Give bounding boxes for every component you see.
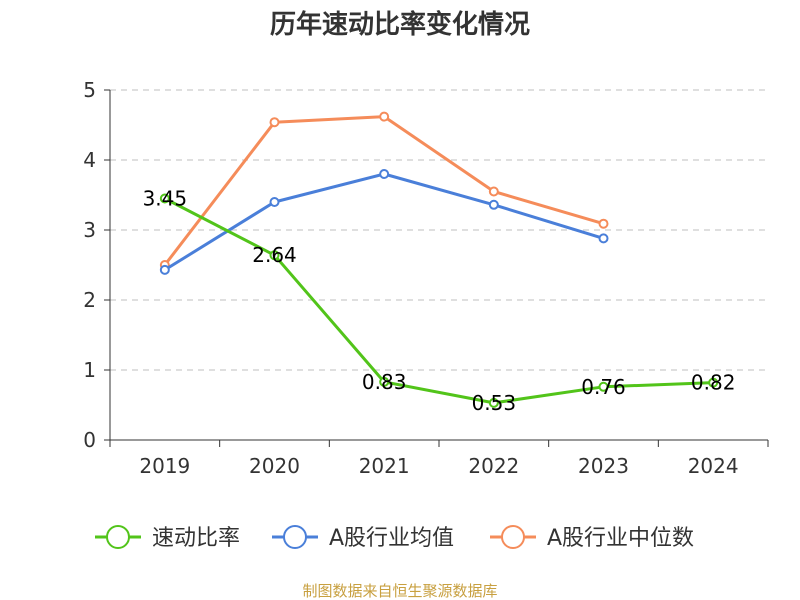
- x-tick-label: 2020: [249, 454, 300, 478]
- legend-item[interactable]: A股行业中位数: [490, 525, 694, 551]
- data-point: [159, 264, 170, 275]
- source-note: 制图数据来自恒生聚源数据库: [302, 582, 497, 600]
- y-tick-label: 3: [83, 218, 96, 242]
- data-label: 0.76: [581, 375, 626, 399]
- data-point: [708, 377, 719, 388]
- legend-item[interactable]: 速动比率: [95, 525, 240, 551]
- x-tick-label: 2022: [468, 454, 519, 478]
- data-point: [379, 111, 390, 122]
- chart-title: 历年速动比率变化情况: [270, 9, 530, 40]
- y-tick-label: 0: [83, 428, 96, 452]
- x-tick-label: 2019: [139, 454, 190, 478]
- data-label: 0.83: [362, 370, 407, 394]
- data-point: [598, 218, 609, 229]
- x-tick-label: 2024: [688, 454, 739, 478]
- data-point: [598, 233, 609, 244]
- grid-lines: [110, 89, 768, 371]
- legend-marker: [283, 525, 307, 549]
- data-point: [379, 169, 390, 179]
- legend-item[interactable]: A股行业均值: [272, 525, 454, 551]
- data-point: [598, 381, 609, 392]
- data-label: 3.45: [143, 187, 188, 211]
- y-tick-label: 5: [83, 78, 96, 102]
- legend-label: 速动比率: [152, 526, 240, 551]
- legend[interactable]: 速动比率 A股行业均值 A股行业中位数: [95, 525, 694, 551]
- data-point: [488, 199, 499, 210]
- y-tick-label: 1: [83, 358, 96, 382]
- data-point: [269, 117, 280, 128]
- data-point: [488, 397, 499, 408]
- data-labels: 3.45 2.64 0.83 0.53 0.76 0.82: [143, 187, 736, 415]
- legend-label: A股行业均值: [329, 526, 454, 551]
- y-tick-label: 2: [83, 288, 96, 312]
- legend-marker: [501, 525, 525, 549]
- series-line: [164, 172, 604, 272]
- data-point: [379, 376, 390, 387]
- data-label: 0.82: [691, 371, 736, 395]
- data-point: [269, 250, 280, 261]
- series-lines: [159, 111, 719, 408]
- data-point: [159, 193, 170, 204]
- axes: 0 1 2 3 4 5 2019 2020 2021 2022 2023 2024: [83, 78, 769, 478]
- data-point: [269, 197, 280, 207]
- y-tick-label: 4: [83, 148, 96, 172]
- legend-label: A股行业中位数: [547, 526, 694, 551]
- data-label: 0.53: [472, 391, 517, 415]
- x-tick-label: 2021: [359, 454, 410, 478]
- data-point: [488, 186, 499, 197]
- data-label: 2.64: [252, 243, 297, 267]
- series-line: [164, 197, 714, 405]
- series-line: [163, 115, 604, 266]
- legend-marker: [106, 525, 130, 549]
- x-tick-label: 2023: [578, 454, 629, 478]
